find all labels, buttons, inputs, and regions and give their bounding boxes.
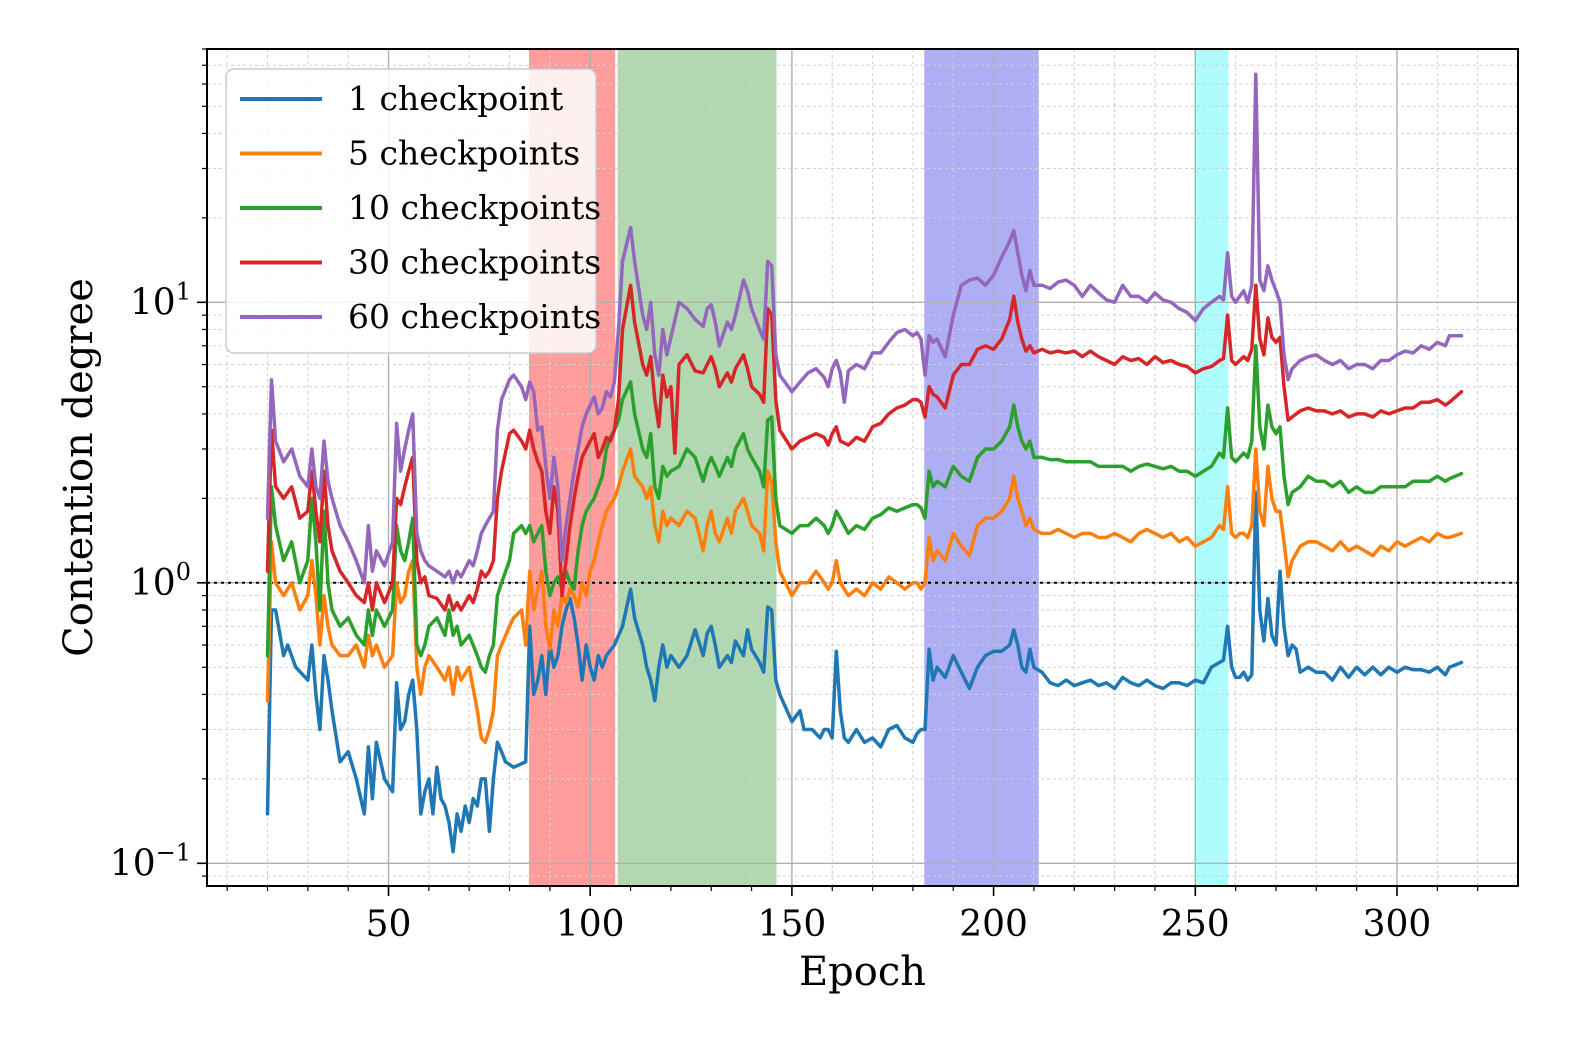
x-tick-label: 300 (1363, 904, 1432, 945)
x-tick-label: 250 (1161, 904, 1230, 945)
axis-ticks (197, 48, 1479, 896)
x-tick-labels: 50 100 150 200 250 300 (366, 904, 1432, 945)
legend-label-1: 1 checkpoint (348, 79, 563, 118)
series-line-2 (265, 447, 1464, 745)
series-line-1 (265, 490, 1464, 854)
legend-label-2: 5 checkpoints (348, 134, 580, 173)
legend-label-4: 30 checkpoints (348, 243, 601, 282)
y-tick-label: 100 (130, 558, 191, 604)
y-tick-labels: 10−1 100 101 (110, 277, 191, 884)
legend-label-5: 60 checkpoints (348, 297, 601, 336)
series-line-4 (265, 283, 1464, 612)
series-lines (265, 72, 1464, 854)
legend-box (225, 68, 597, 354)
shaded-region-3 (924, 48, 1039, 887)
plot-frame (206, 48, 1519, 887)
x-tick-label: 150 (758, 904, 827, 945)
series-line-3 (265, 344, 1464, 674)
x-tick-label: 100 (556, 904, 625, 945)
series-line-5 (265, 72, 1464, 585)
y-axis-label: Contention degree (56, 278, 102, 657)
x-tick-label: 200 (959, 904, 1028, 945)
x-axis-label: Epoch (799, 949, 926, 995)
y-tick-label: 101 (130, 277, 191, 323)
x-tick-label: 50 (366, 904, 412, 945)
legend: 1 checkpoint 5 checkpoints 10 checkpoints 3… (225, 68, 601, 354)
legend-label-3: 10 checkpoints (348, 188, 601, 227)
y-tick-label: 10−1 (110, 838, 191, 884)
